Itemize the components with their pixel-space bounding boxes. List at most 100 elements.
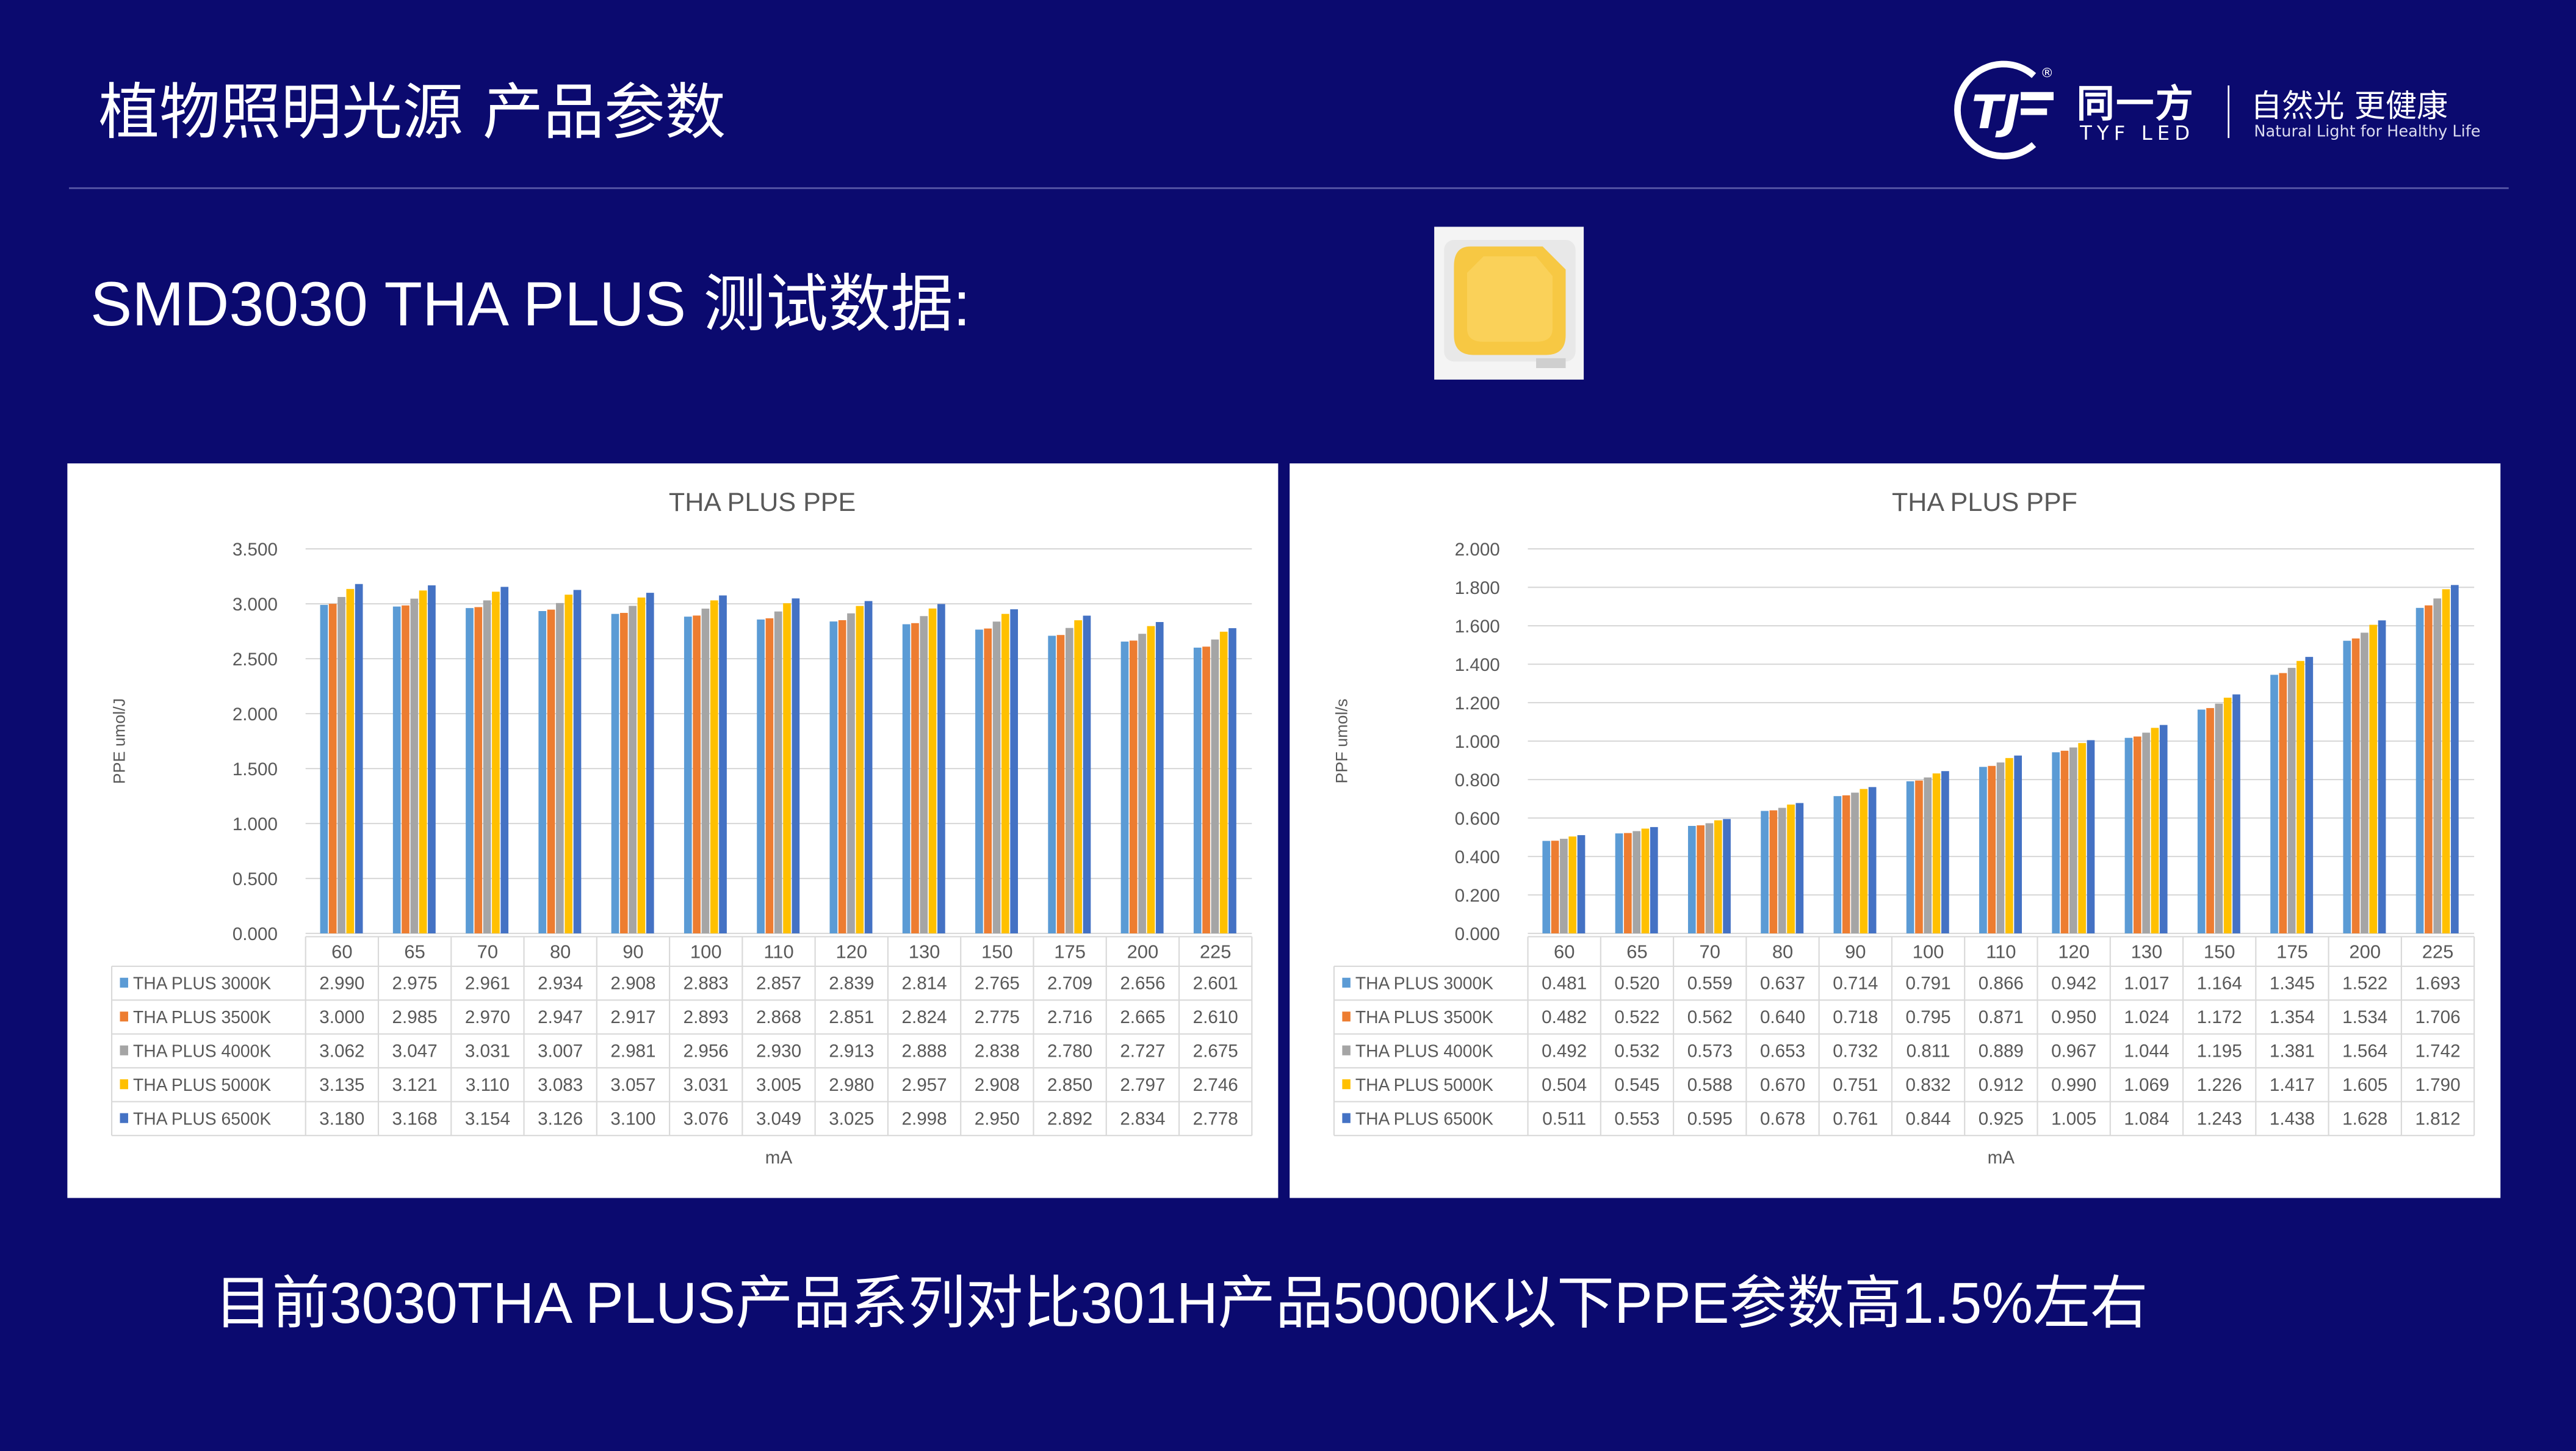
bar-tha-plus-6500k xyxy=(937,604,945,934)
bar-tha-plus-3500k xyxy=(1129,640,1138,934)
data-label: 3.005 xyxy=(756,1075,801,1095)
data-label: 0.912 xyxy=(1979,1075,2024,1095)
ppf-chart: THA PLUS PPF 0.000 0.200 0.400 0.600 0.800 1.0… xyxy=(1332,488,2475,1168)
data-label: 3.057 xyxy=(610,1075,655,1095)
data-label: 0.532 xyxy=(1614,1041,1659,1061)
data-label: 3.126 xyxy=(538,1109,583,1129)
data-label: 2.850 xyxy=(1047,1075,1092,1095)
bar-tha-plus-6500k xyxy=(1228,628,1236,934)
data-label: 2.780 xyxy=(1047,1041,1092,1061)
data-label: 3.047 xyxy=(392,1041,438,1061)
bar-tha-plus-3000k xyxy=(1979,767,1987,934)
data-label: 0.670 xyxy=(1760,1075,1805,1095)
bar-tha-plus-3500k xyxy=(2133,736,2141,934)
bar-tha-plus-6500k xyxy=(1868,787,1877,934)
x-tick-label: 225 xyxy=(1200,941,1232,962)
legend-swatch xyxy=(120,977,128,988)
data-label: 0.492 xyxy=(1542,1041,1587,1061)
data-label: 1.024 xyxy=(2124,1007,2169,1027)
bar-tha-plus-4000k xyxy=(1211,639,1219,934)
data-label: 0.791 xyxy=(1906,974,1951,994)
bar-tha-plus-3500k xyxy=(911,623,919,934)
data-label: 3.083 xyxy=(538,1075,583,1095)
bar-tha-plus-5000k xyxy=(928,608,937,934)
data-label: 2.990 xyxy=(319,974,364,994)
bar-tha-plus-3000k xyxy=(1048,635,1056,934)
bar-tha-plus-5000k xyxy=(783,603,791,934)
bar-tha-plus-3500k xyxy=(474,607,483,934)
brand-name-cn: 同一方 xyxy=(2076,84,2195,127)
data-label: 1.044 xyxy=(2124,1041,2169,1061)
bar-tha-plus-6500k xyxy=(719,595,727,934)
bar-tha-plus-5000k xyxy=(1860,789,1868,934)
brand-name-en: TYF LED xyxy=(2080,121,2195,145)
bar-tha-plus-3500k xyxy=(402,605,409,934)
y-tick-label: 1.200 xyxy=(1455,693,1500,714)
bar-tha-plus-6500k xyxy=(1083,615,1091,934)
bar-tha-plus-3500k xyxy=(2279,673,2287,934)
bar-tha-plus-6500k xyxy=(792,598,800,934)
x-tick-label: 60 xyxy=(331,941,352,962)
x-tick-label: 200 xyxy=(1127,941,1159,962)
legend-label: THA PLUS 5000K xyxy=(133,1075,271,1095)
legend-swatch xyxy=(1342,977,1351,988)
data-label: 1.017 xyxy=(2124,974,2169,994)
y-tick-label: 1.600 xyxy=(1455,617,1500,637)
data-label: 0.990 xyxy=(2051,1075,2096,1095)
data-label: 1.522 xyxy=(2342,974,2387,994)
ppe-chart-panel: THA PLUS PPE 0.000 0.500 1.000 1.500 2.000 2.5… xyxy=(67,463,1279,1198)
data-label: 2.746 xyxy=(1193,1075,1238,1095)
data-label: 2.601 xyxy=(1193,974,1238,994)
x-tick-label: 65 xyxy=(1626,941,1647,962)
x-tick-label: 130 xyxy=(2131,941,2163,962)
y-tick-label: 1.000 xyxy=(1455,732,1500,752)
data-label: 2.961 xyxy=(465,974,510,994)
data-label: 2.851 xyxy=(829,1007,874,1027)
legend-label: THA PLUS 6500K xyxy=(133,1109,271,1128)
bar-tha-plus-5000k xyxy=(565,595,573,934)
data-label: 0.795 xyxy=(1906,1007,1951,1027)
data-label: 3.031 xyxy=(684,1075,729,1095)
data-label: 2.957 xyxy=(902,1075,947,1095)
bar-tha-plus-4000k xyxy=(701,609,710,934)
bar-tha-plus-4000k xyxy=(1996,762,2005,934)
bar-tha-plus-3500k xyxy=(547,609,555,934)
data-label: 1.195 xyxy=(2197,1041,2242,1061)
bar-tha-plus-3000k xyxy=(1193,647,1202,934)
ppf-chart-panel: THA PLUS PPF 0.000 0.200 0.400 0.600 0.800 1.0… xyxy=(1290,463,2501,1198)
bar-tha-plus-3500k xyxy=(1202,646,1210,934)
bar-tha-plus-6500k xyxy=(428,585,436,934)
x-tick-label: 80 xyxy=(1772,941,1793,962)
legend-label: THA PLUS 4000K xyxy=(133,1041,271,1060)
bar-tha-plus-6500k xyxy=(573,590,582,934)
data-label: 3.062 xyxy=(319,1041,364,1061)
y-tick-label: 0.000 xyxy=(233,924,278,944)
data-label: 2.892 xyxy=(1047,1109,1092,1129)
legend-swatch xyxy=(1342,1079,1351,1090)
data-label: 0.761 xyxy=(1833,1109,1878,1129)
bar-tha-plus-5000k xyxy=(2223,697,2232,934)
data-label: 2.709 xyxy=(1047,974,1092,994)
data-label: 2.727 xyxy=(1120,1041,1165,1061)
data-label: 0.653 xyxy=(1760,1041,1805,1061)
svg-text:®: ® xyxy=(2040,66,2054,81)
y-tick-label: 0.800 xyxy=(1455,770,1500,791)
data-label: 0.482 xyxy=(1542,1007,1587,1027)
data-label: 2.838 xyxy=(975,1041,1020,1061)
bar-tha-plus-3500k xyxy=(693,615,701,934)
bar-tha-plus-3500k xyxy=(1988,765,1996,934)
data-label: 0.811 xyxy=(1907,1041,1950,1061)
data-label: 1.628 xyxy=(2342,1109,2387,1129)
bar-tha-plus-3000k xyxy=(392,606,401,934)
bar-tha-plus-5000k xyxy=(2296,660,2304,934)
bar-tha-plus-3000k xyxy=(902,624,911,934)
data-label: 1.693 xyxy=(2415,974,2460,994)
data-label: 2.857 xyxy=(756,974,801,994)
y-tick-label: 0.600 xyxy=(1455,809,1500,829)
data-label: 2.675 xyxy=(1193,1041,1238,1061)
data-label: 2.998 xyxy=(902,1109,947,1129)
bar-tha-plus-6500k xyxy=(500,587,509,934)
data-label: 2.716 xyxy=(1047,1007,1092,1027)
bar-tha-plus-4000k xyxy=(1705,823,1714,934)
data-label: 1.438 xyxy=(2270,1109,2315,1129)
